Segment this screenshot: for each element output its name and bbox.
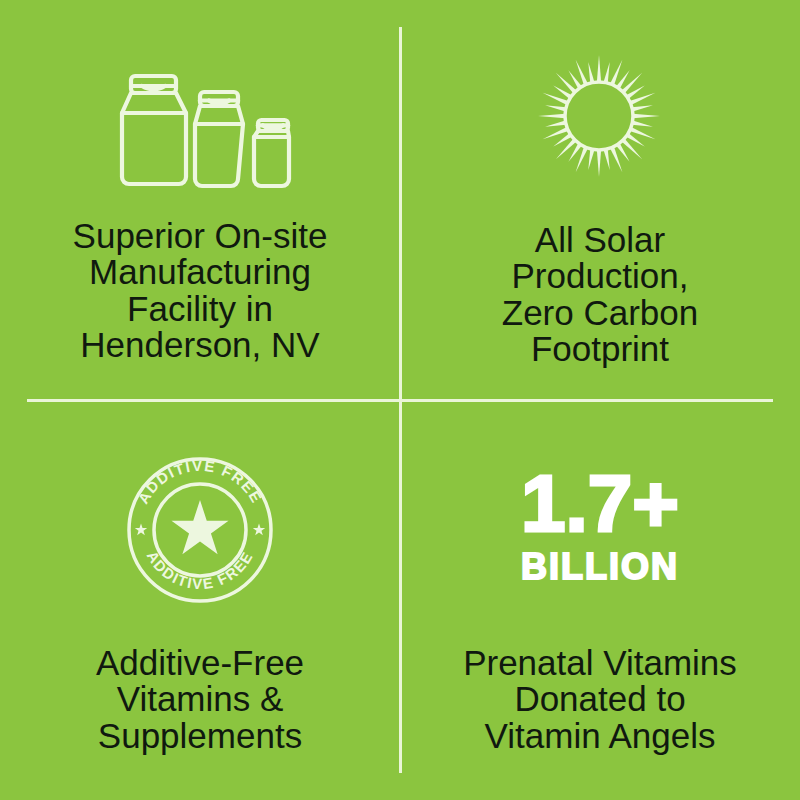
svg-text:ADDITIVE FREE: ADDITIVE FREE xyxy=(134,457,266,507)
svg-text:ADDITIVE FREE: ADDITIVE FREE xyxy=(144,548,257,592)
